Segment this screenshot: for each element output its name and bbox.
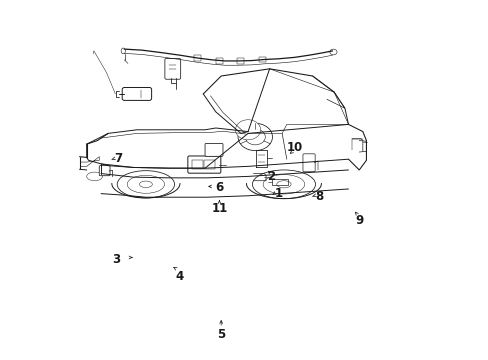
FancyBboxPatch shape (204, 143, 223, 156)
Ellipse shape (86, 172, 102, 181)
Text: 7: 7 (114, 152, 122, 165)
Bar (191, 160, 202, 169)
FancyBboxPatch shape (122, 87, 151, 100)
Ellipse shape (121, 48, 125, 54)
Ellipse shape (244, 129, 265, 145)
Text: 1: 1 (274, 187, 282, 200)
Ellipse shape (238, 123, 272, 150)
Ellipse shape (252, 170, 315, 199)
Text: 4: 4 (175, 270, 183, 283)
Ellipse shape (263, 175, 304, 194)
Ellipse shape (127, 175, 164, 193)
Bar (194, 55, 201, 61)
Text: 3: 3 (112, 253, 120, 266)
Text: 6: 6 (215, 181, 223, 194)
FancyBboxPatch shape (164, 58, 180, 79)
Bar (204, 160, 215, 169)
Text: 9: 9 (354, 214, 363, 227)
FancyBboxPatch shape (187, 156, 221, 173)
Text: 5: 5 (217, 328, 225, 341)
Text: 8: 8 (315, 190, 323, 203)
Ellipse shape (139, 181, 152, 188)
Ellipse shape (329, 49, 336, 55)
Text: 11: 11 (211, 202, 227, 215)
Text: 10: 10 (286, 141, 302, 154)
Ellipse shape (276, 181, 290, 188)
Ellipse shape (235, 120, 260, 140)
Bar (237, 58, 244, 64)
Text: 2: 2 (267, 170, 275, 183)
FancyBboxPatch shape (303, 154, 314, 172)
FancyBboxPatch shape (99, 166, 110, 176)
Bar (258, 57, 265, 62)
Ellipse shape (117, 171, 174, 198)
Bar (215, 58, 223, 64)
